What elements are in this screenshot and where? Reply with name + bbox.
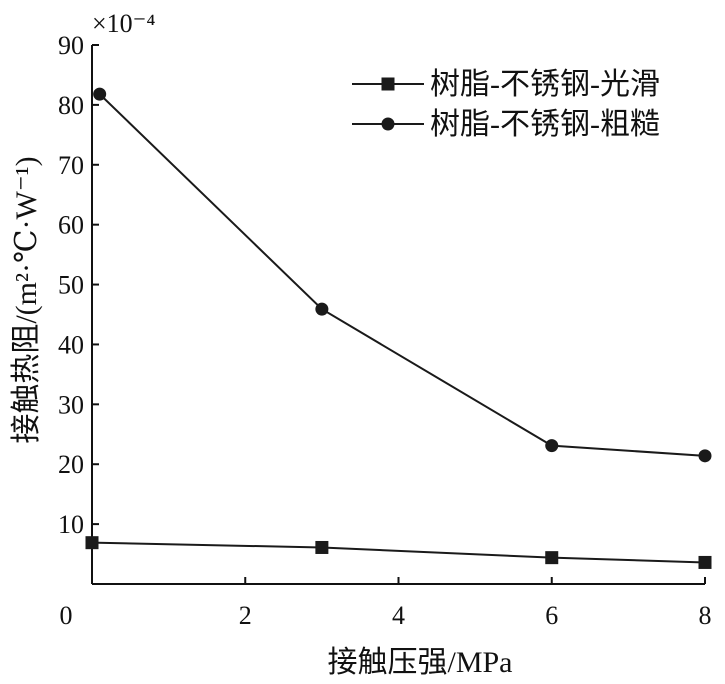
data-point <box>85 536 99 550</box>
data-point <box>545 439 559 453</box>
y-tick-label: 70 <box>58 151 84 180</box>
y-tick-label: 40 <box>58 330 84 359</box>
series-line <box>91 541 706 564</box>
y-tick-label: 50 <box>58 271 84 300</box>
y-tick-label: 80 <box>58 91 84 120</box>
data-point <box>545 551 559 565</box>
series-2 <box>93 87 712 463</box>
legend-marker <box>381 117 395 131</box>
legend-entry-2: 树脂-不锈钢-粗糙 <box>352 108 660 141</box>
y-tick-label: 90 <box>58 31 84 60</box>
ticks: 0 2 4 6 8 10 20 30 40 50 60 70 80 90 <box>58 31 712 630</box>
x-tick-label: 8 <box>699 601 712 630</box>
x-axis-title: 接触压强/MPa <box>327 646 512 679</box>
data-point <box>315 540 329 554</box>
y-tick-label: 30 <box>58 390 84 419</box>
y-tick-label: 10 <box>58 510 84 539</box>
x-tick-label: 6 <box>545 601 558 630</box>
data-point <box>698 555 712 569</box>
legend-label: 树脂-不锈钢-粗糙 <box>430 108 660 141</box>
data-point <box>698 449 712 463</box>
series-line <box>98 93 706 457</box>
data-point <box>93 87 107 101</box>
legend-entry-1: 树脂-不锈钢-光滑 <box>352 68 660 101</box>
x-tick-label: 2 <box>239 601 252 630</box>
series-1 <box>85 536 712 569</box>
legend-marker <box>381 77 395 91</box>
x-tick-label: 4 <box>392 601 405 630</box>
legend-label: 树脂-不锈钢-光滑 <box>430 68 660 101</box>
x-tick-label: 0 <box>60 601 73 630</box>
y-axis-title: 接触热阻/(m²·℃·W⁻¹) <box>10 156 43 443</box>
data-point <box>315 302 329 316</box>
y-tick-label: 60 <box>58 211 84 240</box>
series <box>85 87 712 569</box>
y-tick-label: 20 <box>58 450 84 479</box>
y-scale-label: ×10⁻⁴ <box>92 9 155 38</box>
